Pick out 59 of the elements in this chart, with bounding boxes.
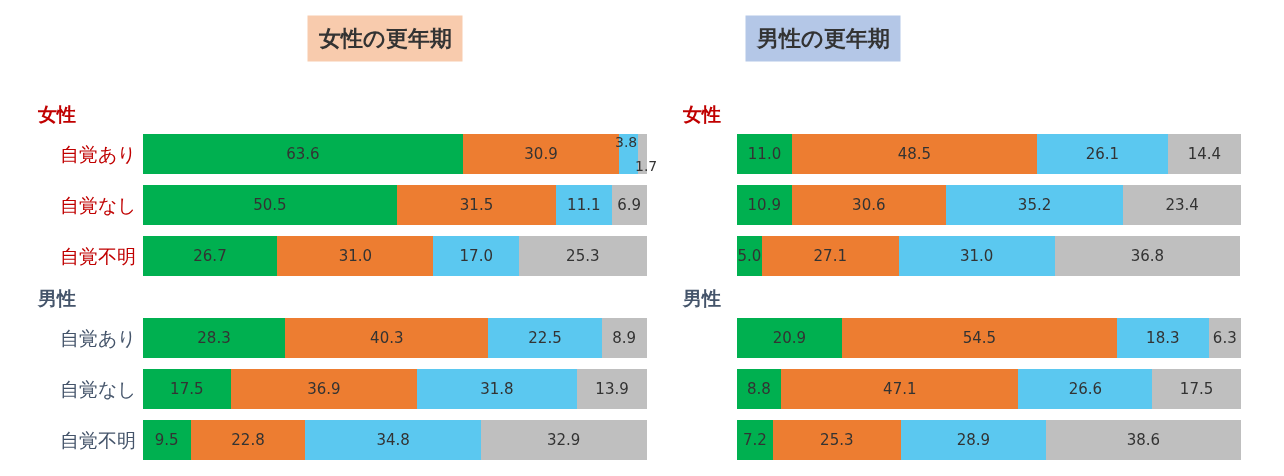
data-label: 32.9 xyxy=(546,431,581,450)
data-label: 8.9 xyxy=(612,329,637,348)
y-tick-label: 自覚あり xyxy=(59,326,136,349)
data-label: 27.1 xyxy=(813,247,847,266)
data-label: 40.3 xyxy=(370,329,404,348)
data-label: 28.3 xyxy=(197,329,231,348)
data-label: 20.9 xyxy=(772,329,807,348)
data-label: 5.0 xyxy=(737,247,762,266)
data-label: 25.3 xyxy=(566,247,600,266)
data-label: 50.5 xyxy=(253,196,287,215)
data-label: 10.9 xyxy=(747,196,781,215)
y-tick-label: 自覚あり xyxy=(59,142,136,165)
data-label: 13.9 xyxy=(595,380,629,399)
data-label: 17.5 xyxy=(170,380,204,399)
data-label: 48.5 xyxy=(897,145,932,164)
text: 男性 xyxy=(682,287,721,309)
data-label: 26.6 xyxy=(1068,380,1103,399)
y-tick-label: 自覚なし xyxy=(59,193,136,216)
data-label: 38.6 xyxy=(1126,431,1161,450)
data-label: 26.1 xyxy=(1085,145,1120,164)
data-label: 17.5 xyxy=(1179,380,1214,399)
text: 男性 xyxy=(37,287,76,309)
data-label: 63.6 xyxy=(286,145,320,164)
text: 女性 xyxy=(682,103,721,125)
text: 女性 xyxy=(37,103,76,125)
data-label: 25.3 xyxy=(820,431,854,450)
data-label: 36.8 xyxy=(1130,247,1165,266)
chart-title: 女性の更年期 xyxy=(318,26,452,51)
data-label: 54.5 xyxy=(962,329,997,348)
data-label: 47.1 xyxy=(883,380,917,399)
y-tick-label: 自覚不明 xyxy=(59,245,136,267)
data-label: 31.0 xyxy=(338,247,373,266)
data-label: 9.5 xyxy=(154,431,179,450)
data-label: 22.8 xyxy=(231,431,265,450)
data-label: 7.2 xyxy=(743,431,767,450)
y-tick-label: 自覚なし xyxy=(59,377,136,400)
data-label: 8.8 xyxy=(747,380,771,399)
data-label: 17.0 xyxy=(459,247,493,266)
data-label: 11.1 xyxy=(567,196,601,215)
data-label: 28.9 xyxy=(956,431,991,450)
data-label: 23.4 xyxy=(1165,196,1199,215)
data-label: 18.3 xyxy=(1146,329,1180,348)
data-label: 31.0 xyxy=(959,247,994,266)
data-label: 1.7 xyxy=(635,158,658,174)
data-label: 30.6 xyxy=(852,196,886,215)
data-label: 31.8 xyxy=(480,380,514,399)
data-label: 36.9 xyxy=(307,380,341,399)
data-label: 26.7 xyxy=(193,247,227,266)
data-label: 6.9 xyxy=(617,196,642,215)
data-label: 11.0 xyxy=(747,145,782,164)
chart-title: 男性の更年期 xyxy=(756,26,890,51)
data-label: 30.9 xyxy=(524,145,558,164)
data-label: 22.5 xyxy=(528,329,562,348)
data-label: 34.8 xyxy=(376,431,410,450)
data-label: 31.5 xyxy=(459,196,494,215)
y-tick-label: 自覚不明 xyxy=(59,429,136,452)
data-label: 35.2 xyxy=(1017,196,1052,215)
data-label: 14.4 xyxy=(1187,145,1222,164)
data-label: 6.3 xyxy=(1212,329,1237,348)
